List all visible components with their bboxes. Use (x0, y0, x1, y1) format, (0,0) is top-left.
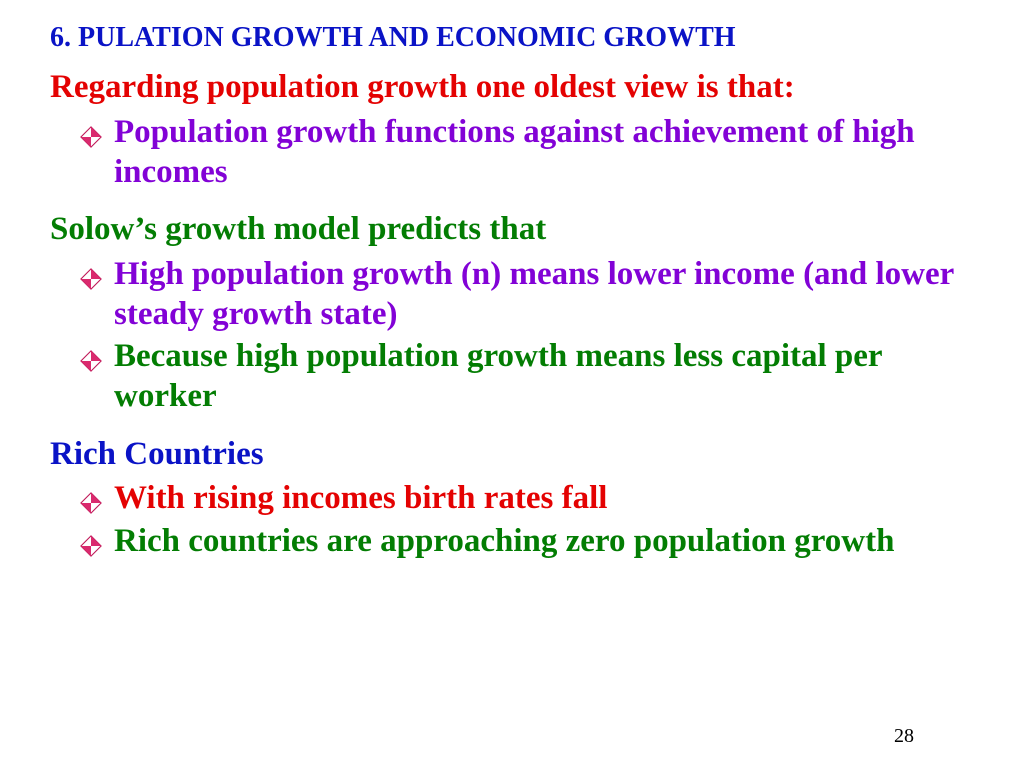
section-1-list: Population growth functions against achi… (50, 112, 974, 193)
list-item-text: Because high population growth means les… (114, 338, 882, 414)
section-heading-2: Solow’s growth model predicts that (50, 210, 974, 250)
section-heading-3: Rich Countries (50, 435, 974, 475)
list-item-text: With rising incomes birth rates fall (114, 480, 607, 516)
section-3-list: With rising incomes birth rates fall Ric… (50, 478, 974, 561)
section-2-list: High population growth (n) means lower i… (50, 254, 974, 417)
list-item: Because high population growth means les… (50, 336, 974, 417)
diamond-bullet-icon (80, 342, 102, 364)
page-number: 28 (894, 725, 914, 748)
diamond-bullet-icon (80, 484, 102, 506)
list-item: Population growth functions against achi… (50, 112, 974, 193)
list-item-text: Rich countries are approaching zero popu… (114, 523, 894, 559)
diamond-bullet-icon (80, 527, 102, 549)
diamond-bullet-icon (80, 118, 102, 140)
section-heading-1: Regarding population growth one oldest v… (50, 68, 974, 108)
list-item: With rising incomes birth rates fall (50, 478, 974, 518)
diamond-bullet-icon (80, 260, 102, 282)
slide-title: 6. PULATION GROWTH AND ECONOMIC GROWTH (50, 22, 974, 54)
list-item-text: High population growth (n) means lower i… (114, 256, 954, 332)
list-item: High population growth (n) means lower i… (50, 254, 974, 335)
slide: 6. PULATION GROWTH AND ECONOMIC GROWTH R… (0, 0, 1024, 768)
list-item-text: Population growth functions against achi… (114, 114, 915, 190)
list-item: Rich countries are approaching zero popu… (50, 521, 974, 561)
